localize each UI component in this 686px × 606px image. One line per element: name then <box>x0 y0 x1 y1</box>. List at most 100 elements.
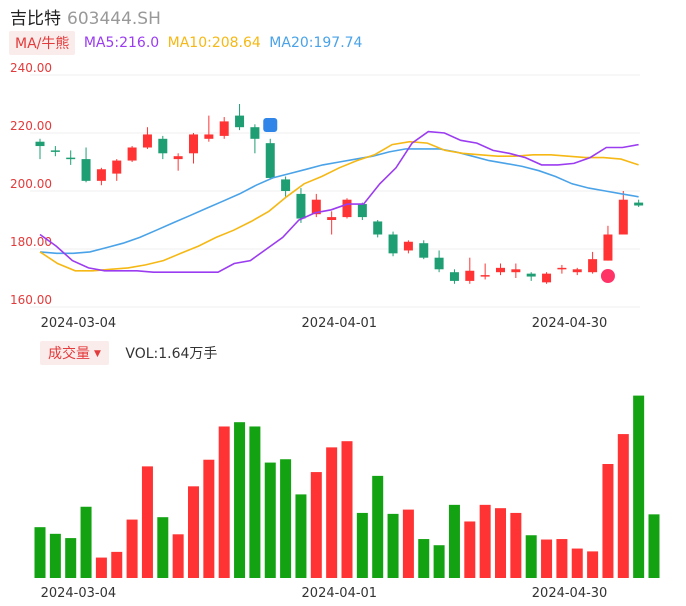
candle-body <box>634 202 644 206</box>
volume-bar <box>510 512 522 578</box>
volume-selector-label: 成交量 <box>48 346 90 362</box>
x-tick-label: 2024-04-30 <box>532 316 608 331</box>
candle-body <box>189 134 198 154</box>
candle-body <box>526 273 536 277</box>
candle-body <box>434 257 444 270</box>
volume-bar <box>433 545 445 578</box>
y-tick-label: 200.00 <box>10 177 52 191</box>
candle-body <box>112 160 122 174</box>
candle-body <box>618 199 628 235</box>
candle-body <box>542 273 552 283</box>
candle-body <box>219 121 229 136</box>
candle-body <box>403 241 413 251</box>
volume-bar <box>356 512 368 578</box>
candle-body <box>35 141 45 147</box>
volume-bar <box>234 422 246 578</box>
volume-bar <box>418 539 430 578</box>
candle-body <box>265 143 275 178</box>
volume-bar <box>556 539 568 578</box>
candle-body <box>173 156 183 160</box>
volume-bar <box>602 464 614 578</box>
volume-bar <box>464 521 476 578</box>
volume-bar <box>65 538 77 578</box>
candle-body <box>603 234 613 261</box>
volume-bar <box>188 486 199 578</box>
candle-body <box>50 150 60 152</box>
candle-body <box>127 147 137 161</box>
x-tick-label: 2024-03-04 <box>41 316 117 331</box>
volume-bar <box>218 426 230 578</box>
candle-body <box>235 115 245 128</box>
x-tick-label: 2024-04-01 <box>302 316 378 331</box>
candle-body <box>480 275 490 277</box>
candle-body <box>357 204 367 218</box>
candle-body <box>327 217 337 220</box>
ma-selector-button[interactable]: MA/牛熊 <box>9 31 76 55</box>
y-tick-label: 240.00 <box>10 61 52 75</box>
x-tick-label: 2024-03-04 <box>41 586 117 601</box>
candle-body <box>496 267 505 273</box>
stock-title: 吉比特 603444.SH <box>10 4 161 29</box>
candle-body <box>511 269 521 273</box>
volume-bar <box>633 395 645 578</box>
candle-body <box>296 193 306 219</box>
volume-bar <box>34 527 46 578</box>
volume-bar <box>280 459 292 578</box>
volume-bar <box>372 475 384 578</box>
volume-bar <box>126 519 138 578</box>
candle-body <box>81 159 91 181</box>
volume-bar <box>295 494 307 578</box>
candle-body <box>572 269 582 273</box>
volume-bar <box>172 534 184 578</box>
stock-code: 603444.SH <box>67 9 161 29</box>
volume-bar <box>249 426 261 578</box>
candle-body <box>557 267 567 270</box>
ma5-line <box>39 130 639 274</box>
x-tick-label: 2024-04-01 <box>302 586 378 601</box>
ma10-line <box>39 140 639 272</box>
candle-body <box>250 127 260 139</box>
volume-bar <box>587 551 599 578</box>
candle-body <box>342 199 352 218</box>
candle-body <box>419 243 429 258</box>
volume-bar <box>571 548 583 578</box>
stock-name: 吉比特 <box>10 9 61 29</box>
volume-bar <box>49 533 61 578</box>
volume-bar <box>448 504 460 578</box>
volume-bar <box>648 514 660 578</box>
volume-bar <box>157 517 169 578</box>
ma5-label: MA5:216.0 <box>83 35 160 51</box>
ma-legend: MA/牛熊 MA5:216.0 MA10:208.64 MA20:197.74 <box>9 31 362 55</box>
volume-bar <box>95 557 107 578</box>
volume-bar <box>541 539 553 578</box>
caret-down-icon: ▼ <box>94 349 101 359</box>
candle-body <box>373 221 383 235</box>
candle-body <box>311 199 321 215</box>
volume-bar <box>495 508 506 578</box>
ma20-line <box>39 148 639 255</box>
ma20-label: MA20:197.74 <box>269 35 363 51</box>
candle-body <box>158 138 168 154</box>
volume-bar <box>387 513 399 578</box>
volume-bar <box>111 551 123 578</box>
candle-body <box>281 179 291 191</box>
volume-legend: 成交量 ▼ VOL:1.64万手 <box>40 341 217 365</box>
y-tick-label: 160.00 <box>10 293 52 307</box>
volume-bar <box>80 506 92 578</box>
y-tick-label: 180.00 <box>10 235 52 249</box>
bull-signal-icon <box>600 269 615 283</box>
volume-bar <box>203 459 215 578</box>
candle-body <box>96 169 106 181</box>
volume-bar <box>617 434 629 578</box>
volume-selector-button[interactable]: 成交量 ▼ <box>40 341 109 365</box>
candle-body <box>465 270 475 281</box>
volume-bar <box>310 472 322 578</box>
volume-value: VOL:1.64万手 <box>125 346 218 362</box>
volume-bar <box>525 535 537 578</box>
volume-bar <box>141 466 153 578</box>
volume-bar <box>479 504 491 578</box>
x-tick-label: 2024-04-30 <box>532 586 608 601</box>
candle-body <box>588 259 598 273</box>
volume-bar <box>326 447 338 578</box>
